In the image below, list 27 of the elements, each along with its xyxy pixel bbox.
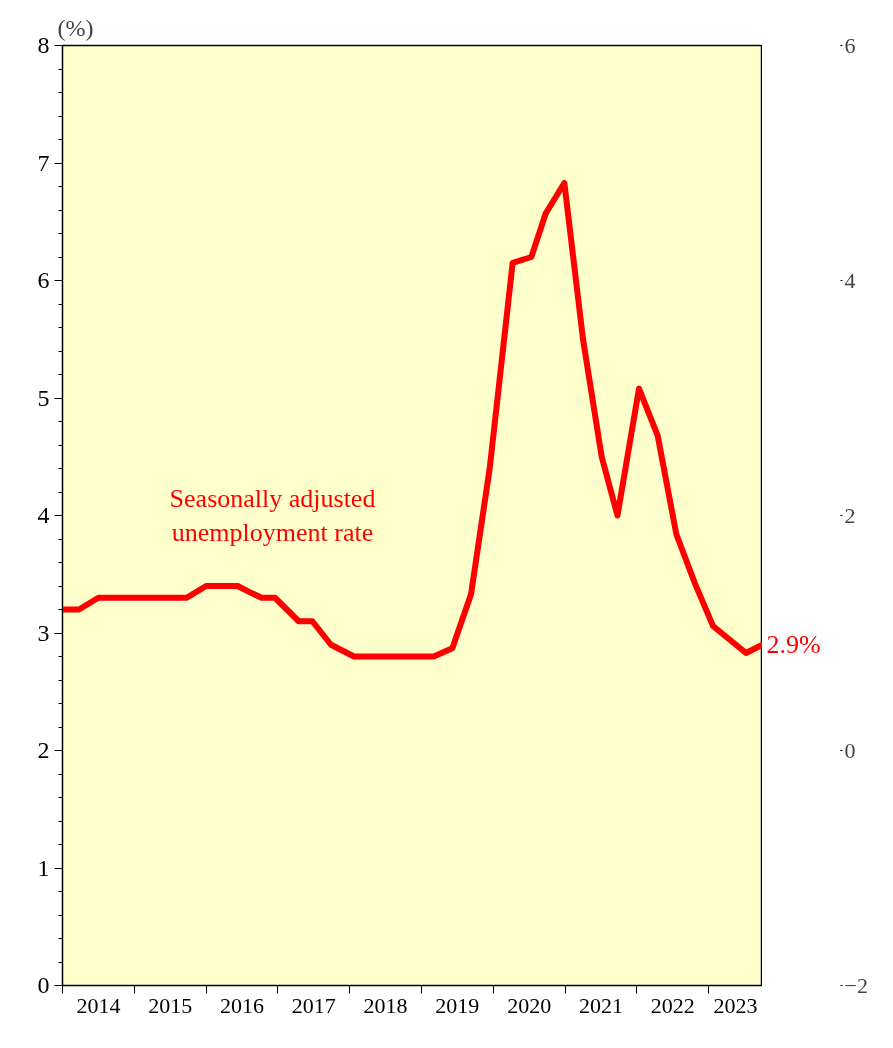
x-tick-label: 2018 bbox=[363, 992, 408, 1018]
x-tick-label: 2020 bbox=[507, 992, 552, 1018]
y-tick-label: 0 bbox=[37, 972, 50, 998]
x-tick-label: 2019 bbox=[435, 992, 480, 1018]
annotation: 2.9% bbox=[766, 630, 821, 660]
y-axis-title: (%) bbox=[57, 14, 94, 41]
y2-tick-label: 4 bbox=[844, 267, 856, 293]
x-tick-label: 2015 bbox=[148, 992, 193, 1018]
y2-tick-label: 2 bbox=[844, 502, 856, 528]
x-tick-label: 2014 bbox=[76, 992, 121, 1018]
x-tick-label: 2017 bbox=[291, 992, 336, 1018]
y2-tick-label: 0 bbox=[844, 737, 856, 763]
series-label: Seasonally adjusted unemployment rate bbox=[169, 483, 376, 548]
x-tick-label: 2021 bbox=[578, 992, 623, 1018]
y-tick-label: 4 bbox=[37, 502, 50, 528]
y2-tick-label: −2 bbox=[844, 972, 868, 998]
y-tick-label: 1 bbox=[37, 854, 50, 881]
x-tick-label: 2016 bbox=[219, 992, 264, 1018]
x-tick-label: 2022 bbox=[650, 992, 695, 1018]
y-tick-label: 8 bbox=[37, 32, 50, 58]
y-tick-label: 3 bbox=[37, 619, 50, 646]
x-tick-label: 2023 bbox=[713, 992, 758, 1018]
y-tick-label: 2 bbox=[37, 737, 50, 763]
y-tick-label: 5 bbox=[37, 384, 50, 411]
y-tick-label: 7 bbox=[37, 149, 50, 176]
y2-tick-label: 6 bbox=[844, 32, 856, 58]
y-tick-label: 6 bbox=[37, 267, 50, 293]
